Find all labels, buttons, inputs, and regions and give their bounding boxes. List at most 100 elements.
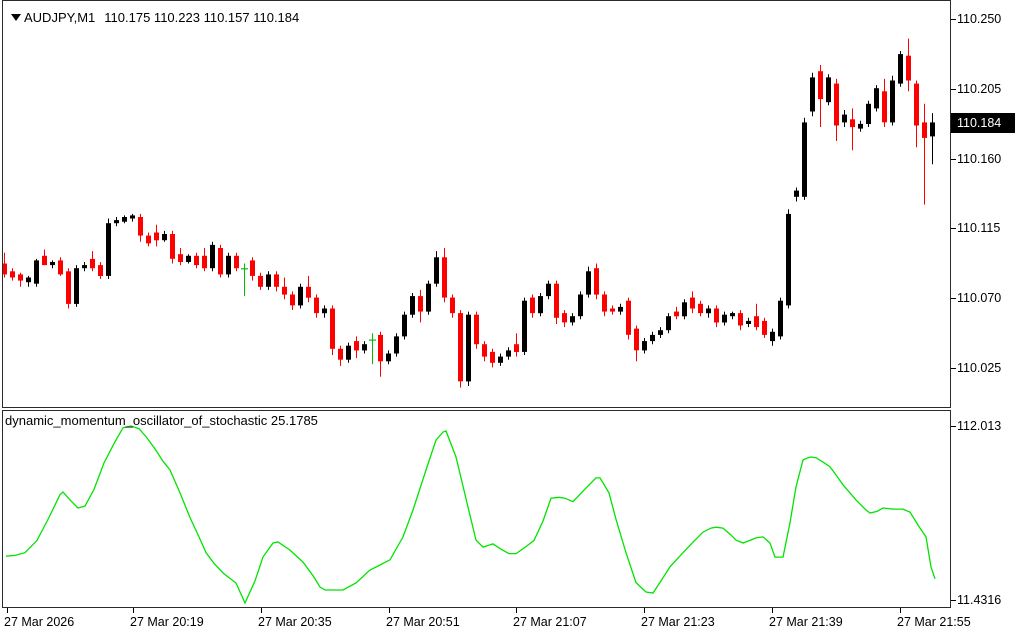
candle-body <box>34 260 39 284</box>
candle-body <box>890 80 895 123</box>
indicator-value: 25.1785 <box>270 413 318 428</box>
price-axis-tick <box>951 298 956 299</box>
candle-body <box>626 300 631 335</box>
candle-body <box>586 271 591 295</box>
price-axis-tick <box>951 368 956 369</box>
candle-body <box>530 297 535 314</box>
candle-body <box>450 297 455 314</box>
candle-body <box>138 217 143 236</box>
price-axis-tick <box>951 19 956 20</box>
candle-body <box>410 296 415 315</box>
time-axis-label: 27 Mar 20:51 <box>386 615 460 629</box>
candle-body <box>770 331 775 342</box>
candle-body <box>378 334 383 362</box>
candle-body <box>842 114 847 123</box>
candle-body <box>738 313 743 326</box>
candle-body <box>322 308 327 314</box>
candle-body <box>26 277 31 283</box>
candle-body <box>474 314 479 345</box>
indicator-axis-label: 112.013 <box>957 419 1002 433</box>
indicator-title: dynamic_momentum_oscillator_of_stochasti… <box>5 413 318 428</box>
candle-body <box>834 83 839 126</box>
candle-body <box>802 122 807 197</box>
indicator-axis-tick <box>951 600 956 601</box>
candle-body <box>514 344 519 352</box>
candle-body <box>882 91 887 123</box>
candle-body <box>850 119 855 128</box>
price-axis-label: 110.250 <box>957 12 1002 26</box>
candle-body <box>634 328 639 351</box>
price-chart-panel[interactable]: AUDJPY,M1 110.175 110.223 110.157 110.184 <box>2 0 951 408</box>
time-axis-tick <box>133 608 134 613</box>
candle-body <box>810 77 815 112</box>
candle-body <box>362 344 367 351</box>
candle-body <box>234 255 239 269</box>
candle-body <box>258 275 263 287</box>
candle-body <box>546 283 551 297</box>
candle-body <box>786 213 791 306</box>
chart-ohlc-values: 110.175 110.223 110.157 110.184 <box>104 10 300 25</box>
candle-body <box>826 77 831 103</box>
chart-title: AUDJPY,M1 110.175 110.223 110.157 110.184 <box>24 10 299 25</box>
candle-body <box>58 260 63 275</box>
candle-body <box>482 344 487 357</box>
doji-candle-body <box>241 268 248 270</box>
oscillator-line <box>5 425 936 605</box>
candle-body <box>418 296 423 312</box>
candle-body <box>898 54 903 84</box>
price-axis-label: 110.025 <box>957 361 1002 375</box>
candle-body <box>722 314 727 323</box>
candle-body <box>298 286 303 306</box>
candle-body <box>274 274 279 287</box>
candle-body <box>874 88 879 109</box>
candle-body <box>114 220 119 224</box>
candle-body <box>162 234 167 241</box>
candle-body <box>522 300 527 352</box>
candle-body <box>426 283 431 312</box>
candle-body <box>490 351 495 363</box>
candle-body <box>338 348 343 360</box>
candle-body <box>442 257 447 298</box>
candle-body <box>642 341 647 351</box>
candle-body <box>330 308 335 349</box>
candle-body <box>66 271 71 304</box>
candlestick-canvas <box>3 38 935 388</box>
time-axis-label: 27 Mar 20:35 <box>258 615 332 629</box>
candle-body <box>90 258 95 269</box>
candle-body <box>538 296 543 314</box>
dropdown-triangle-icon[interactable] <box>11 14 21 21</box>
candle-body <box>170 234 175 259</box>
price-axis-label: 110.160 <box>957 152 1002 166</box>
candle-body <box>282 286 287 295</box>
candle-body <box>202 255 207 269</box>
candle-body <box>266 274 271 287</box>
candle-body <box>922 122 927 138</box>
time-axis-label: 27 Mar 20:19 <box>130 615 204 629</box>
candle-body <box>658 330 663 335</box>
candle-body <box>194 255 199 266</box>
candle-body <box>50 262 55 266</box>
candle-body <box>226 255 231 275</box>
price-axis-tick <box>951 89 956 90</box>
candle-body <box>154 232 159 241</box>
candle-body <box>698 303 703 314</box>
candle-body <box>610 308 615 312</box>
time-axis-label: 27 Mar 21:39 <box>769 615 843 629</box>
candle-body <box>106 223 111 276</box>
candle-body <box>594 268 599 295</box>
candle-body <box>98 265 103 276</box>
price-axis-tick <box>951 159 956 160</box>
time-axis-tick <box>772 608 773 613</box>
indicator-panel[interactable] <box>2 410 951 608</box>
candle-body <box>730 313 735 317</box>
candle-body <box>178 254 183 262</box>
indicator-axis-label: 11.4316 <box>957 593 1002 607</box>
candle-body <box>458 313 463 382</box>
candle-body <box>314 297 319 314</box>
time-axis-label: 27 Mar 21:07 <box>513 615 587 629</box>
candle-body <box>746 320 751 324</box>
candle-body <box>354 341 359 351</box>
candle-body <box>778 300 783 337</box>
candle-body <box>914 83 919 126</box>
